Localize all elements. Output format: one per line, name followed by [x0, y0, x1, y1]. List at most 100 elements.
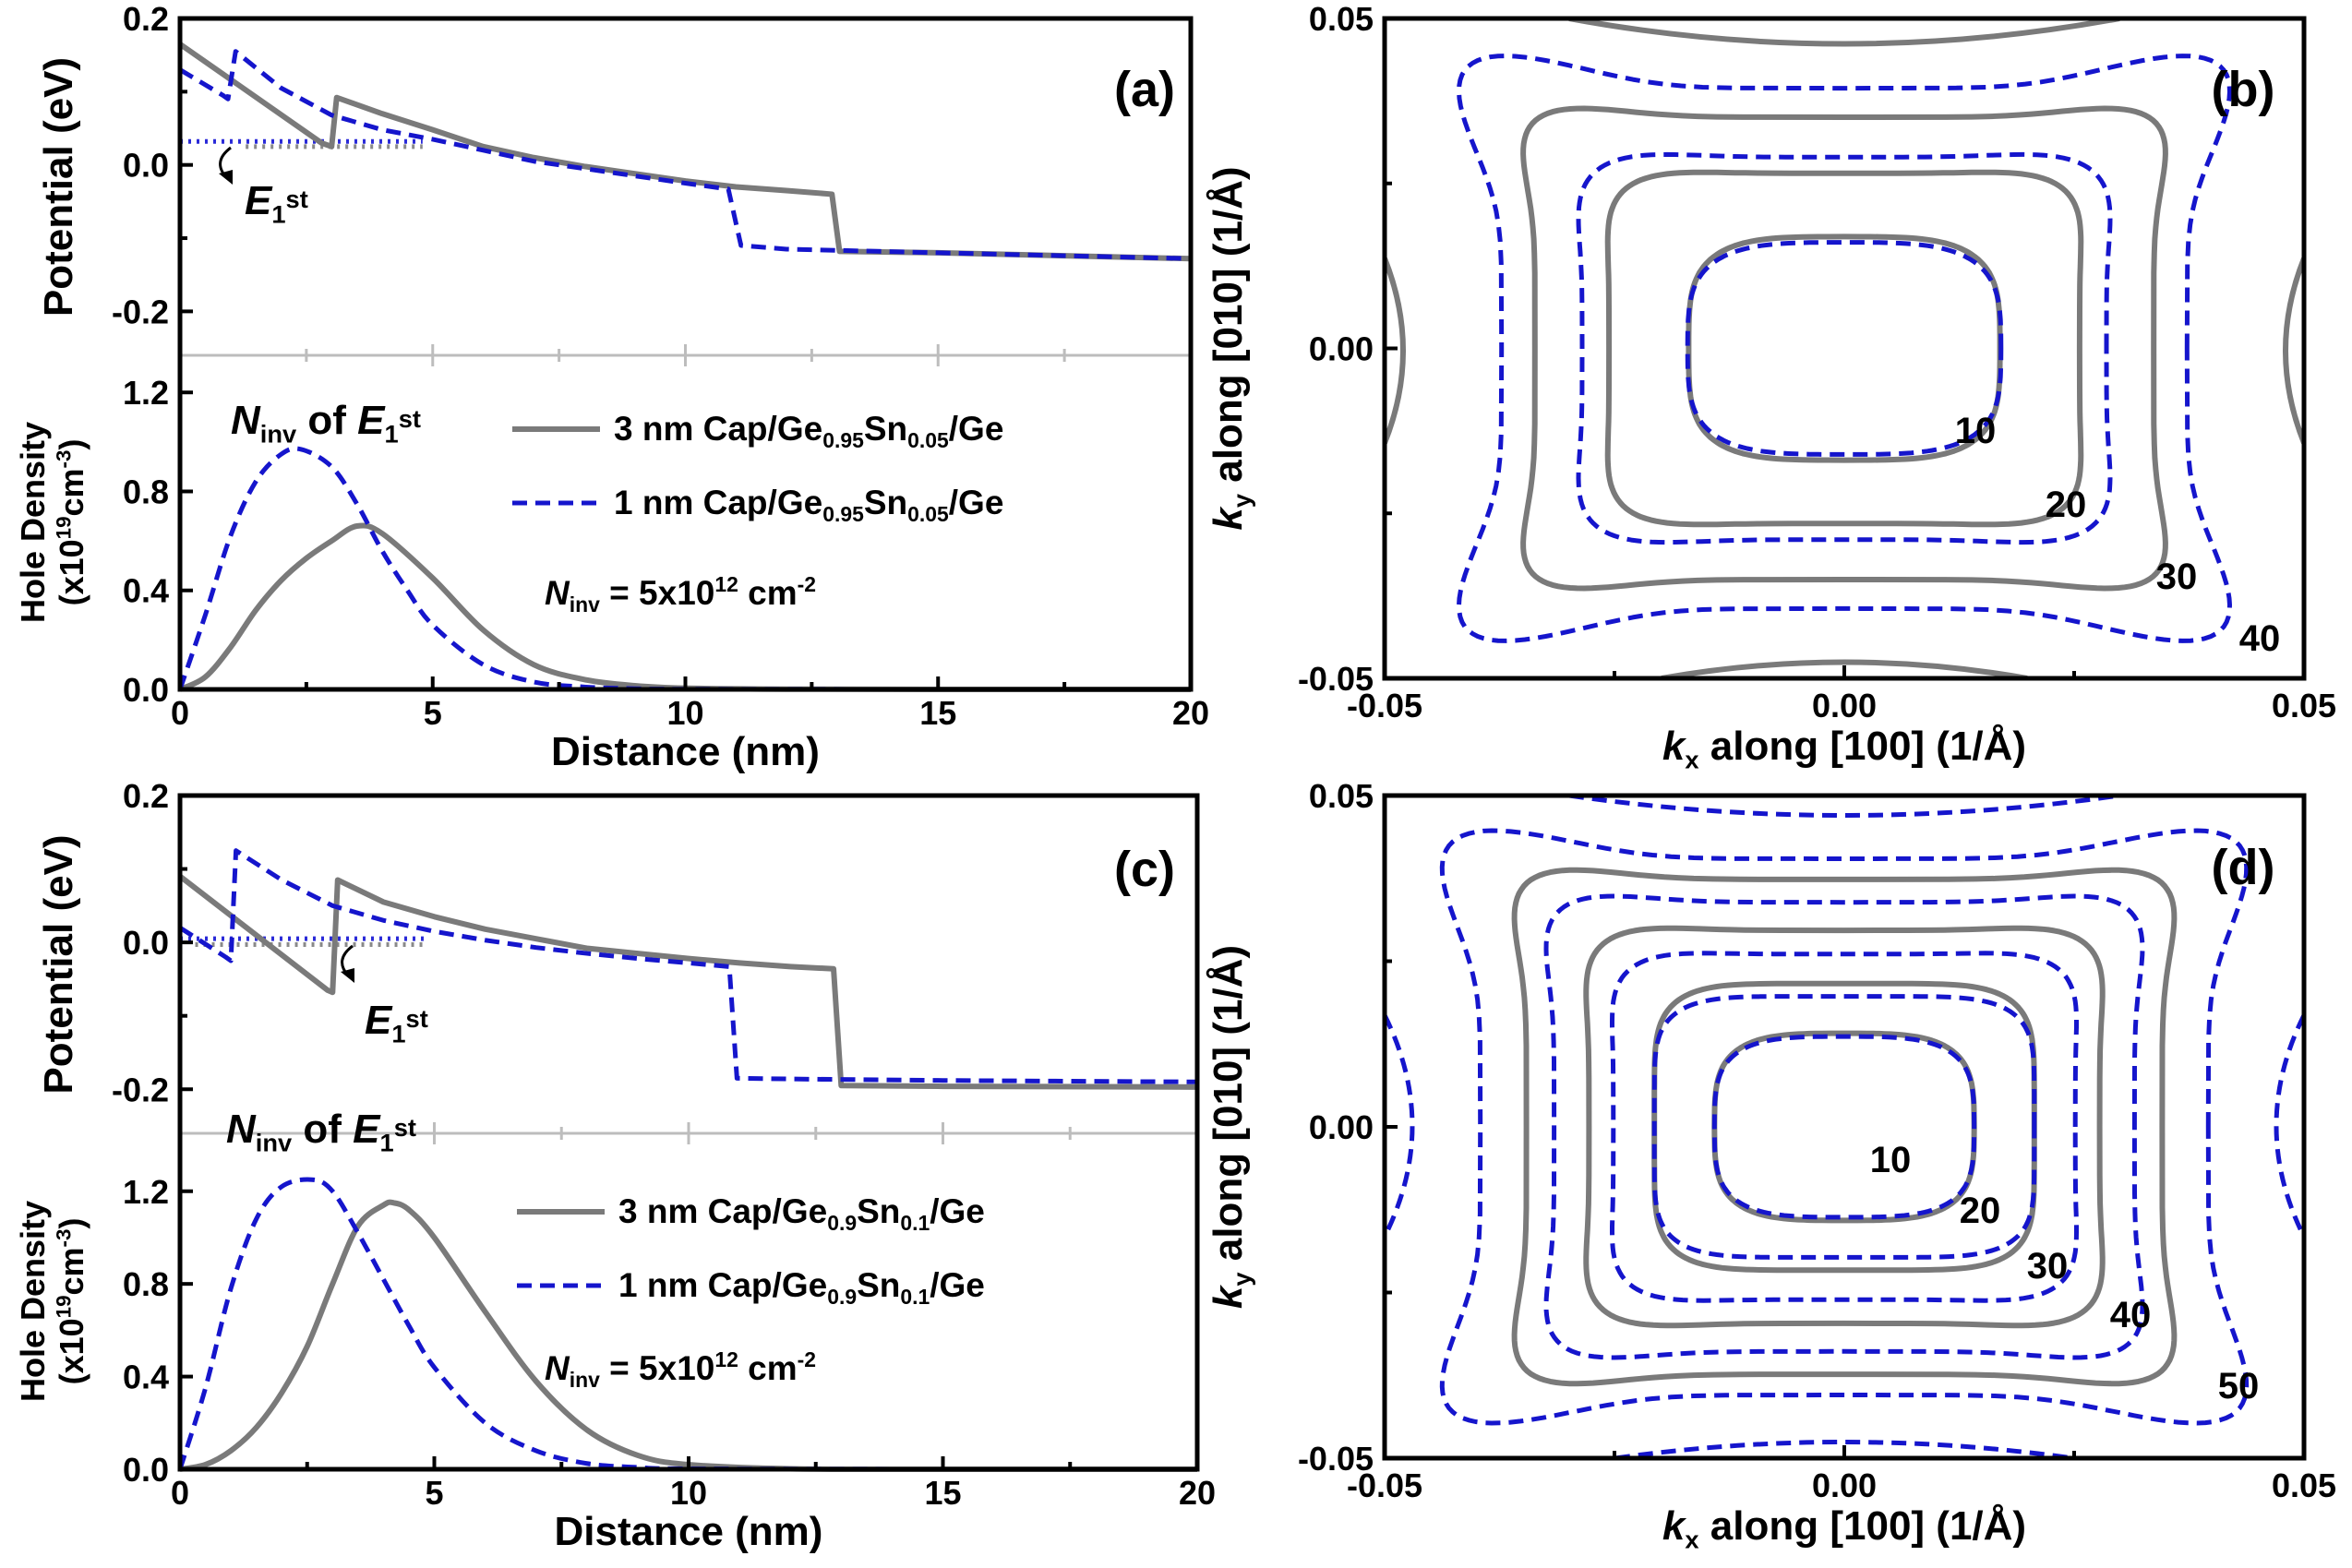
y-tick-label: -0.2	[112, 293, 169, 330]
contour-line	[1614, 1440, 2074, 1458]
y-tick-label: -0.05	[1298, 660, 1374, 698]
hole-density-series-line	[177, 446, 1192, 692]
x-tick-label: -0.05	[1347, 1466, 1422, 1504]
x-tick-label: 5	[425, 1474, 443, 1512]
y-tick-label: 1.2	[123, 374, 169, 412]
panel-label: (c)	[1114, 842, 1175, 897]
contour-line	[1385, 257, 1406, 445]
contour-line	[1685, 240, 2004, 457]
y-tick-label: 0.2	[123, 0, 169, 38]
x-tick-label: 10	[666, 694, 703, 732]
panel-label: (a)	[1114, 62, 1175, 117]
e1st-arrowhead	[219, 170, 233, 185]
hole-density-series-line	[179, 1199, 1198, 1473]
x-tick-label: 0	[171, 694, 189, 732]
y-axis-label: ky along [010] (1/Å)	[1206, 166, 1256, 530]
contour-line	[1457, 54, 2232, 643]
contour-line	[1568, 796, 2120, 818]
y-tick-label: -0.05	[1298, 1440, 1374, 1478]
y-tick-label: 0.00	[1309, 330, 1374, 368]
x-tick-label: 0.00	[1812, 687, 1877, 724]
contour-line	[1583, 925, 2106, 1329]
x-axis-label: kx along [100] (1/Å)	[1662, 1503, 2026, 1554]
contour-line	[1385, 1013, 1415, 1239]
x-tick-label: 0	[171, 1474, 189, 1512]
contour-line	[1543, 893, 2145, 1360]
y-tick-label: 0.0	[123, 671, 169, 709]
contour-value-label: 10	[1870, 1140, 1912, 1180]
x-tick-label: 10	[670, 1474, 707, 1512]
contour-line	[1610, 951, 2079, 1303]
potential-series-line	[178, 848, 1198, 1084]
y-tick-label: 0.05	[1309, 777, 1374, 815]
y-axis-label-potential: Potential (eV)	[36, 834, 81, 1094]
e1st-arrowhead	[341, 968, 354, 983]
contour-line	[1651, 994, 2037, 1260]
y-axis-label-potential: Potential (eV)	[36, 57, 81, 317]
x-axis-label: Distance (nm)	[551, 729, 820, 774]
x-tick-label: 20	[1179, 1474, 1216, 1512]
y-tick-label: 1.2	[123, 1173, 169, 1211]
contour-value-label: 40	[2239, 618, 2281, 659]
y-tick-label: 0.2	[123, 777, 169, 815]
panel-label: (b)	[2212, 62, 2275, 117]
contour-value-label: 10	[1955, 411, 1997, 451]
contour-line	[1511, 867, 2178, 1387]
contour-line	[1604, 169, 2084, 528]
x-axis-label: kx along [100] (1/Å)	[1662, 724, 2026, 774]
y-tick-label: 0.8	[123, 1265, 169, 1303]
legend-entry: 1 nm Cap/Ge0.9Sn0.1/Ge	[618, 1266, 985, 1309]
contour-line	[1661, 659, 2028, 678]
legend-entry: 1 nm Cap/Ge0.95Sn0.05/Ge	[614, 484, 1003, 526]
contour-value-label: 20	[2046, 485, 2087, 525]
contour-value-label: 20	[1960, 1191, 2001, 1231]
legend-entry: 3 nm Cap/Ge0.95Sn0.05/Ge	[614, 410, 1003, 452]
x-tick-label: 0.05	[2272, 1466, 2336, 1504]
contour-value-label: 40	[2110, 1295, 2152, 1335]
panel-c: 0 5 10 15 20 Distance (nm) 0.2 0.0 -0.2 0.0 0.4 0.8…	[14, 777, 1216, 1554]
contour-line	[2283, 257, 2304, 445]
x-tick-label: 15	[924, 1474, 961, 1512]
y-tick-label: -0.2	[112, 1071, 169, 1108]
y-tick-label: 0.4	[123, 572, 169, 610]
contour-line	[1439, 828, 2250, 1426]
contour-line	[2274, 1013, 2304, 1239]
x-tick-label: 0.05	[2272, 687, 2336, 724]
contour-line	[1711, 1034, 1977, 1220]
x-tick-label: 5	[424, 694, 442, 732]
contour-line	[1576, 151, 2113, 545]
legend-entry: 3 nm Cap/Ge0.9Sn0.1/Ge	[618, 1192, 985, 1235]
contour-line	[1686, 233, 2003, 463]
x-tick-label: 0.00	[1812, 1466, 1877, 1504]
potential-series-line	[178, 49, 1192, 261]
panel-label: (d)	[2212, 840, 2275, 895]
contour-value-label: 50	[2218, 1366, 2260, 1406]
potential-series-line	[178, 42, 1192, 262]
ninv-value-label: Ninv = 5x1012 cm-2	[545, 1347, 816, 1392]
plot-frame	[1382, 793, 2307, 1461]
x-tick-label: -0.05	[1347, 687, 1422, 724]
y-tick-label: 0.0	[123, 924, 169, 962]
y-tick-label: 0.8	[123, 473, 169, 510]
y-axis-label-hole-density: Hole Density	[14, 422, 52, 623]
y-tick-label: 0.4	[123, 1359, 169, 1396]
y-axis-unit-label: (x1019cm-3)	[53, 1218, 90, 1385]
panel-a: 0 5 10 15 20 Distance (nm) 0.2 0.0 -0.2 0.0 0.4 0.8…	[14, 0, 1209, 774]
y-tick-label: 0.05	[1309, 0, 1374, 38]
panel-d: -0.05 0.00 0.05 0.05 0.00 -0.05 kx along [100]…	[1206, 777, 2336, 1554]
y-axis-unit-label: (x1019cm-3)	[53, 439, 90, 606]
ninv-of-e1st-label: Ninv of E1st	[226, 1107, 416, 1157]
y-tick-label: 0.0	[123, 1451, 169, 1489]
ninv-value-label: Ninv = 5x1012 cm-2	[545, 572, 816, 616]
contour-line	[1711, 1030, 1977, 1224]
ninv-of-e1st-label: Ninv of E1st	[231, 398, 421, 449]
y-axis-label: ky along [010] (1/Å)	[1206, 945, 1256, 1309]
x-tick-label: 20	[1172, 694, 1209, 732]
contour-value-label: 30	[2156, 557, 2198, 597]
contour-line	[1568, 18, 2120, 47]
y-tick-label: 0.0	[123, 147, 169, 185]
contour-group	[1385, 18, 2304, 678]
y-tick-label: 0.00	[1309, 1108, 1374, 1146]
e1st-annotation: E1st	[245, 178, 308, 229]
